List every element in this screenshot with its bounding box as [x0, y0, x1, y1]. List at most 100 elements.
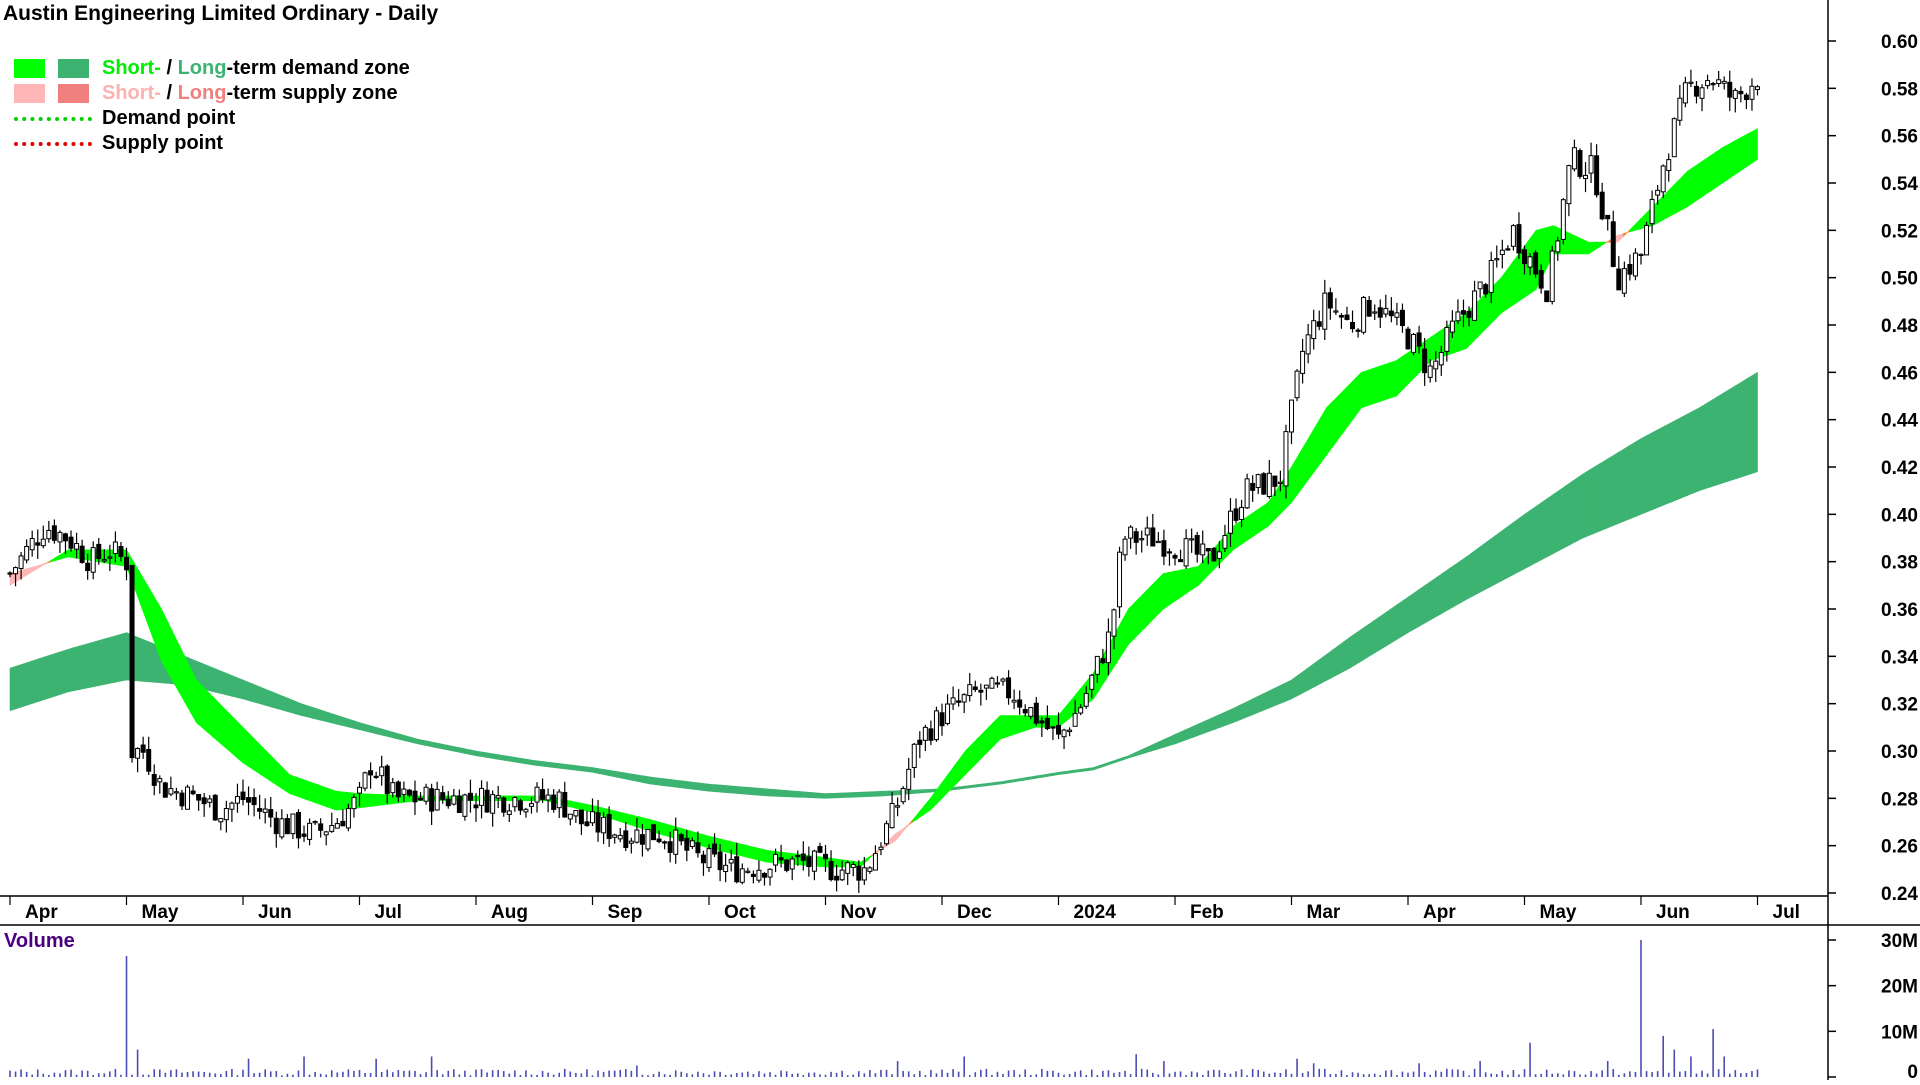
- candle-body: [1655, 189, 1661, 196]
- short-term-zone-segment: [1326, 401, 1333, 457]
- short-term-zone-segment: [1704, 154, 1712, 196]
- short-term-zone-segment: [1716, 146, 1723, 188]
- candle-body: [1105, 631, 1111, 664]
- short-term-zone-segment: [1582, 238, 1589, 255]
- short-term-zone-segment: [300, 778, 308, 801]
- long-term-zone-segment: [330, 712, 337, 725]
- long-term-zone-segment: [1454, 560, 1461, 607]
- candle-body: [423, 786, 429, 802]
- long-term-zone-segment: [1634, 438, 1642, 518]
- candle-body: [778, 857, 784, 861]
- candle-body: [867, 867, 873, 872]
- y-tick-label: 0.58: [1881, 79, 1918, 100]
- candle-body: [695, 842, 701, 854]
- long-term-zone-segment: [970, 784, 978, 789]
- candle-body: [900, 788, 906, 803]
- long-term-zone-segment: [1198, 720, 1205, 736]
- long-term-zone-segment: [801, 791, 809, 798]
- long-term-zone-segment: [1157, 739, 1164, 750]
- candle-body: [562, 792, 568, 818]
- short-term-zone-segment: [1361, 369, 1368, 409]
- candle-body: [1433, 360, 1439, 370]
- short-term-zone-segment: [965, 744, 972, 776]
- short-term-zone-segment: [1320, 406, 1327, 464]
- long-term-zone-segment: [1617, 448, 1624, 525]
- y-tick-label: 0.52: [1881, 221, 1918, 242]
- legend-rest-text: -term supply zone: [226, 82, 398, 104]
- candle-body: [207, 798, 213, 803]
- long-term-zone-segment: [976, 783, 984, 788]
- long-term-zone-segment: [1215, 713, 1222, 730]
- long-term-zone-segment: [365, 723, 372, 733]
- long-term-zone-segment: [1378, 612, 1385, 651]
- candle-body: [578, 809, 584, 825]
- long-term-zone-segment: [644, 775, 652, 785]
- long-term-zone-segment: [603, 769, 611, 777]
- long-term-zone-segment: [1075, 768, 1083, 773]
- short-term-zone-segment: [1355, 371, 1362, 417]
- candle-body: [1455, 311, 1461, 322]
- candle-body: [1194, 535, 1200, 555]
- candle-body: [1399, 309, 1405, 327]
- candle-body: [1422, 348, 1428, 374]
- short-term-zone-segment: [976, 732, 984, 764]
- long-term-zone-segment: [1081, 768, 1088, 772]
- y-tick-label: 0.26: [1881, 837, 1918, 858]
- long-term-zone-segment: [1221, 710, 1228, 728]
- y-tick-label: 0.56: [1881, 127, 1918, 148]
- long-term-zone-segment: [1652, 428, 1659, 511]
- short-term-zone-segment: [172, 632, 180, 693]
- candle-body: [1560, 199, 1566, 240]
- candle-body: [490, 794, 496, 814]
- candle-body: [517, 800, 523, 811]
- long-term-zone-segment: [1582, 470, 1589, 539]
- candle-body: [456, 795, 462, 814]
- candle-body: [257, 808, 263, 812]
- long-term-zone-segment: [487, 752, 494, 759]
- short-term-zone-segment: [1495, 276, 1502, 320]
- x-tick-label: May: [1540, 902, 1577, 923]
- long-term-zone-segment: [1291, 675, 1298, 700]
- short-term-zone-segment: [1302, 436, 1310, 488]
- short-term-zone-segment: [1623, 229, 1630, 237]
- short-term-zone-segment: [889, 833, 896, 846]
- candle-body: [1616, 268, 1622, 291]
- y-tick-label: 0.30: [1881, 742, 1918, 763]
- volume-layer: 0 10M 20M 30M: [9, 931, 1918, 1083]
- short-term-zone-segment: [522, 795, 529, 801]
- long-term-zone-segment: [918, 789, 925, 794]
- short-term-zone-segment: [289, 774, 296, 797]
- long-term-zone-segment: [953, 786, 960, 791]
- long-term-zone-segment: [1693, 407, 1700, 494]
- short-term-zone-segment: [359, 793, 366, 809]
- candle-body: [262, 808, 268, 813]
- candle-body: [1017, 699, 1023, 708]
- long-term-zone-segment: [1320, 653, 1327, 685]
- short-term-zone-segment: [1297, 446, 1304, 496]
- candle-body: [140, 744, 146, 753]
- short-term-zone-segment: [1122, 608, 1129, 655]
- long-term-zone-segment: [295, 700, 302, 716]
- short-term-zone-segment: [1139, 590, 1147, 634]
- candle-body: [1361, 296, 1367, 333]
- candle-body: [922, 726, 928, 741]
- long-term-zone-segment: [557, 762, 564, 770]
- long-term-zone-segment: [609, 770, 617, 778]
- short-term-zone-segment: [1128, 602, 1135, 646]
- candle-body: [273, 817, 279, 835]
- candle-body: [1583, 174, 1589, 180]
- long-term-zone-segment: [1547, 493, 1554, 557]
- candle-body: [1621, 268, 1627, 294]
- long-term-zone-segment: [720, 784, 727, 793]
- candle-body: [623, 830, 629, 849]
- candle-body: [989, 677, 995, 689]
- candle-body: [1488, 259, 1494, 293]
- short-term-zone-segment: [38, 563, 46, 569]
- long-term-zone-segment: [120, 632, 127, 682]
- long-term-zone-segment: [1069, 769, 1077, 774]
- long-term-zone-segment: [405, 735, 413, 743]
- candle-body: [684, 837, 690, 851]
- long-term-zone-segment: [289, 698, 296, 715]
- long-term-zone-segment: [1180, 728, 1187, 743]
- long-term-zone-segment: [440, 743, 448, 751]
